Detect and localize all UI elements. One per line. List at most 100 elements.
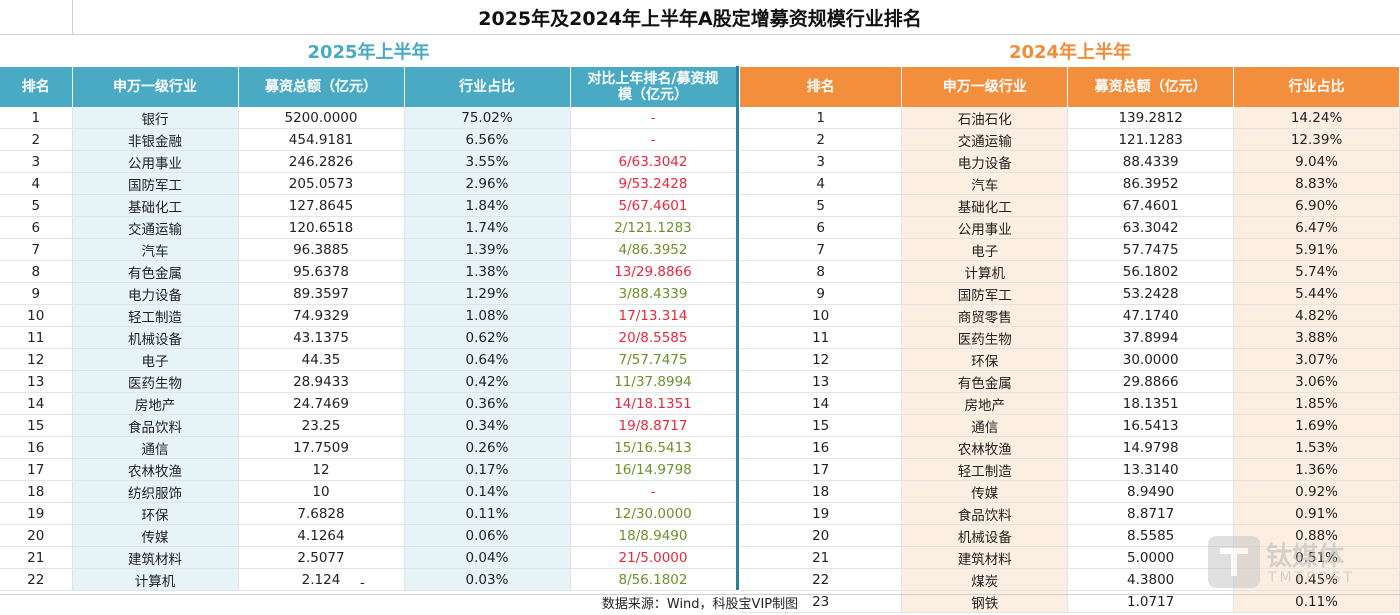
rank-cell: 10: [740, 304, 903, 327]
table-row: 8 计算机 56.1802 5.74%: [740, 260, 1400, 283]
compare-cell: 13/29.8866: [570, 260, 737, 283]
share-cell: 1.74%: [404, 216, 571, 239]
compare-cell: 8/56.1802: [570, 568, 737, 591]
amount-cell: 139.2812: [1067, 107, 1235, 129]
rank-cell: 13: [740, 370, 903, 393]
industry-cell: 环保: [72, 502, 239, 525]
compare-cell: 17/13.314: [570, 304, 737, 327]
share-cell: 0.11%: [1233, 590, 1400, 613]
amount-cell: 10: [238, 480, 405, 503]
amount-cell: 86.3952: [1067, 172, 1235, 195]
industry-cell: 公用事业: [901, 216, 1069, 239]
rank-cell: 5: [0, 194, 73, 217]
amount-cell: 57.7475: [1067, 238, 1235, 261]
industry-cell: 纺织服饰: [72, 480, 239, 503]
share-cell: 0.14%: [404, 480, 571, 503]
rank-cell: 4: [740, 172, 903, 195]
industry-cell: 煤炭: [901, 568, 1069, 591]
table-row: 13 有色金属 29.8866 3.06%: [740, 370, 1400, 393]
share-cell: 5.91%: [1233, 238, 1400, 261]
industry-cell: 机械设备: [72, 326, 239, 349]
compare-cell: 14/18.1351: [570, 392, 737, 415]
amount-cell: 13.3140: [1067, 458, 1235, 481]
rank-cell: 9: [0, 282, 73, 305]
table-row: 2 非银金融 454.9181 6.56% -: [0, 128, 737, 151]
amount-cell: 4.1264: [238, 524, 405, 547]
industry-cell: 医药生物: [901, 326, 1069, 349]
table-row: 14 房地产 18.1351 1.85%: [740, 392, 1400, 415]
industry-cell: 食品饮料: [901, 502, 1069, 525]
share-cell: 0.62%: [404, 326, 571, 349]
table-row: 19 环保 7.6828 0.11% 12/30.0000: [0, 502, 737, 525]
rank-cell: 6: [0, 216, 73, 239]
page-title: 2025年及2024年上半年A股定增募资规模行业排名: [478, 7, 922, 30]
share-cell: 0.06%: [404, 524, 571, 547]
rank-cell: 7: [740, 238, 903, 261]
share-cell: 1.85%: [1233, 392, 1400, 415]
rank-cell: 19: [740, 502, 903, 525]
share-cell: 0.17%: [404, 458, 571, 481]
amount-cell: 8.5585: [1067, 524, 1235, 547]
industry-cell: 国防军工: [901, 282, 1069, 305]
amount-cell: 89.3597: [238, 282, 405, 305]
tmtpost-watermark: 钛媒体 TMTPOST: [1208, 536, 1394, 592]
watermark-en: TMTPOST: [1268, 570, 1356, 586]
compare-cell: 2/121.1283: [570, 216, 737, 239]
rank-cell: 3: [740, 150, 903, 173]
table-row: 12 电子 44.35 0.64% 7/57.7475: [0, 348, 737, 371]
share-cell: 1.36%: [1233, 458, 1400, 481]
share-cell: 1.08%: [404, 304, 571, 327]
table-row: 15 通信 16.5413 1.69%: [740, 414, 1400, 437]
rank-cell: 21: [740, 546, 903, 569]
rank-cell: 6: [740, 216, 903, 239]
amount-cell: 12: [238, 458, 405, 481]
share-cell: 0.26%: [404, 436, 571, 459]
rank-cell: 15: [0, 414, 73, 437]
table-2024: 排名 申万一级行业 募资总额（亿元） 行业占比 1 石油石化 139.2812 14.…: [740, 67, 1400, 613]
table-row: 14 房地产 24.7469 0.36% 14/18.1351: [0, 392, 737, 415]
rank-cell: 22: [740, 568, 903, 591]
table-row: 10 商贸零售 47.1740 4.82%: [740, 304, 1400, 327]
table-row: 21 建筑材料 5.0000 0.51%: [740, 546, 1400, 569]
header-share: 行业占比: [404, 67, 571, 107]
tmtpost-logo-icon: [1208, 536, 1260, 588]
amount-cell: 88.4339: [1067, 150, 1235, 173]
industry-cell: 机械设备: [901, 524, 1069, 547]
compare-cell: 18/8.9490: [570, 524, 737, 547]
amount-cell: 2.124: [238, 568, 405, 591]
share-cell: 14.24%: [1233, 107, 1400, 129]
rank-cell: 12: [740, 348, 903, 371]
table-row: 16 通信 17.7509 0.26% 15/16.5413: [0, 436, 737, 459]
industry-cell: 计算机: [72, 568, 239, 591]
compare-cell: 3/88.4339: [570, 282, 737, 305]
amount-cell: 23.25: [238, 414, 405, 437]
compare-cell: -: [570, 128, 737, 151]
compare-cell: 20/8.5585: [570, 326, 737, 349]
industry-cell: 传媒: [72, 524, 239, 547]
header-compare: 对比上年排名/募资规模（亿元）: [570, 67, 737, 107]
amount-cell: 205.0573: [238, 172, 405, 195]
industry-cell: 石油石化: [901, 107, 1069, 129]
share-cell: 75.02%: [404, 107, 571, 129]
share-cell: 9.04%: [1233, 150, 1400, 173]
compare-cell: 6/63.3042: [570, 150, 737, 173]
amount-cell: 17.7509: [238, 436, 405, 459]
industry-cell: 轻工制造: [72, 304, 239, 327]
source-note: 数据来源：Wind，科股宝VIP制图: [0, 594, 1400, 615]
share-cell: 3.88%: [1233, 326, 1400, 349]
panel-divider: [736, 66, 739, 590]
amount-cell: 37.8994: [1067, 326, 1235, 349]
title-row: 2025年及2024年上半年A股定增募资规模行业排名: [0, 0, 1400, 35]
table-row: 6 交通运输 120.6518 1.74% 2/121.1283: [0, 216, 737, 239]
table-row: 20 传媒 4.1264 0.06% 18/8.9490: [0, 524, 737, 547]
rank-cell: 3: [0, 150, 73, 173]
table-row: 22 计算机 2.124 0.03% 8/56.1802: [0, 568, 737, 591]
amount-cell: 63.3042: [1067, 216, 1235, 239]
share-cell: 0.64%: [404, 348, 571, 371]
industry-cell: 交通运输: [72, 216, 239, 239]
table-row: 18 传媒 8.9490 0.92%: [740, 480, 1400, 503]
share-cell: 5.74%: [1233, 260, 1400, 283]
amount-cell: 56.1802: [1067, 260, 1235, 283]
rank-cell: 14: [0, 392, 73, 415]
